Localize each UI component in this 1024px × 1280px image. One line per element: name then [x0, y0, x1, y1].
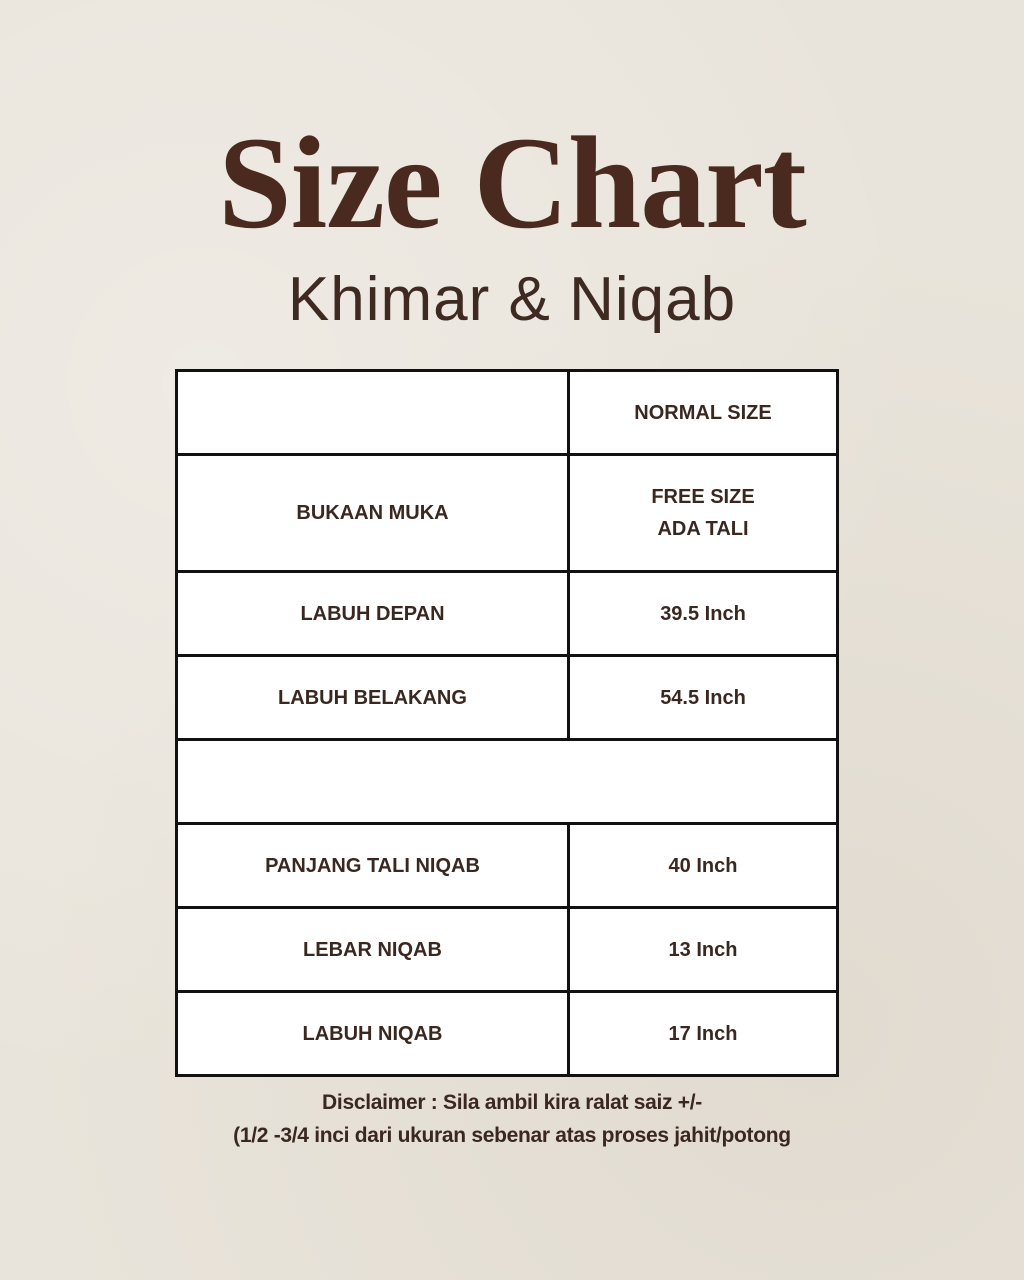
row-value: 39.5 Inch [567, 570, 839, 657]
row-label: PANJANG TALI NIQAB [175, 822, 570, 909]
header-normal-size: NORMAL SIZE [567, 369, 839, 456]
table-header-row: NORMAL SIZE [175, 369, 839, 456]
table-row: BUKAAN MUKA FREE SIZE ADA TALI [175, 453, 839, 573]
row-label: LABUH NIQAB [175, 990, 570, 1077]
row-value: 40 Inch [567, 822, 839, 909]
page-subtitle: Khimar & Niqab [287, 265, 737, 334]
table-row: LABUH BELAKANG 54.5 Inch [175, 654, 839, 741]
table-row: PANJANG TALI NIQAB 40 Inch [175, 822, 839, 909]
table-row: LABUH NIQAB 17 Inch [175, 990, 839, 1077]
size-table: NORMAL SIZE BUKAAN MUKA FREE SIZE ADA TA… [175, 369, 839, 1077]
table-spacer-row [175, 738, 839, 825]
header-empty-cell [175, 369, 570, 456]
row-value: 13 Inch [567, 906, 839, 993]
row-label: LABUH DEPAN [175, 570, 570, 657]
spacer-cell [175, 738, 839, 825]
disclaimer-line: (1/2 -3/4 inci dari ukuran sebenar atas … [233, 1124, 791, 1147]
table-row: LEBAR NIQAB 13 Inch [175, 906, 839, 993]
row-value-line: FREE SIZE [651, 486, 755, 508]
table-row: LABUH DEPAN 39.5 Inch [175, 570, 839, 657]
row-label: BUKAAN MUKA [175, 453, 570, 573]
row-value: FREE SIZE ADA TALI [567, 453, 839, 573]
row-label: LEBAR NIQAB [175, 906, 570, 993]
page-title: Size Chart [218, 109, 807, 256]
disclaimer: Disclaimer : Sila ambil kira ralat saiz … [0, 1086, 1024, 1152]
row-value: 54.5 Inch [567, 654, 839, 741]
row-value: 17 Inch [567, 990, 839, 1077]
row-label: LABUH BELAKANG [175, 654, 570, 741]
disclaimer-line: Disclaimer : Sila ambil kira ralat saiz … [322, 1091, 702, 1114]
row-value-line: ADA TALI [657, 518, 749, 540]
